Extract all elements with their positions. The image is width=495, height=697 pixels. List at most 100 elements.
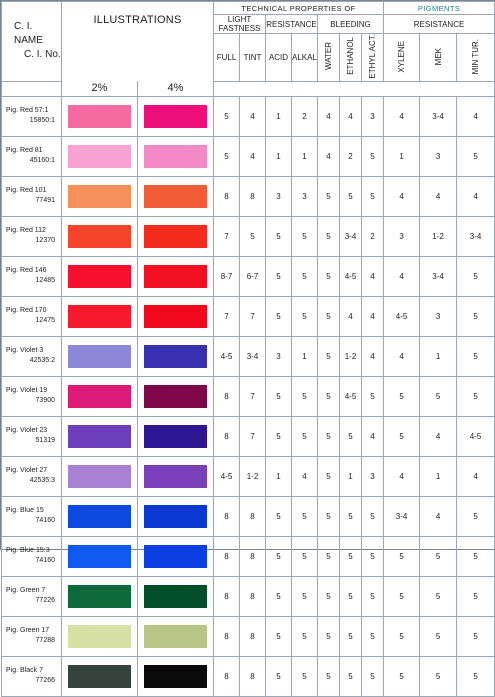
value-water: 4 xyxy=(317,95,340,137)
color-swatch-4pct xyxy=(144,344,207,368)
value-alkali: 2 xyxy=(291,95,318,137)
ci-name-header: C. I. NAME C. I. No. xyxy=(1,1,62,82)
value-alkali: 5 xyxy=(291,615,318,657)
swatch-2pct-cell xyxy=(61,575,138,617)
color-swatch-4pct xyxy=(144,464,207,488)
value-tint: 4 xyxy=(239,95,266,137)
value-full: 8 xyxy=(213,535,240,577)
table-row: Pig. Green 7 77226 8 8 5 5 5 5 5 5 5 5 xyxy=(1,575,495,617)
value-xylene: 5 xyxy=(383,375,421,417)
value-min-tur: 5 xyxy=(456,335,495,377)
resistance-header-2: RESISTANCE xyxy=(383,14,495,34)
value-mek: 4 xyxy=(419,175,458,217)
pigment-name-cell: Pig. Blue 15 74160 xyxy=(1,495,62,537)
table-row: Pig. Blue 15:3 74160 8 8 5 5 5 5 5 5 5 5 xyxy=(1,535,495,577)
value-ethanol: 1-2 xyxy=(339,335,362,377)
ci-number: 74160 xyxy=(35,517,55,525)
value-acid: 5 xyxy=(265,415,292,457)
ci-number: 74160 xyxy=(35,557,55,565)
swatch-4pct-cell xyxy=(137,455,214,497)
swatch-2pct-cell xyxy=(61,495,138,537)
color-swatch-4pct xyxy=(144,104,207,128)
table-row: Pig. Violet 23 51319 8 7 5 5 5 5 4 5 4 4-5 xyxy=(1,415,495,457)
value-acid: 5 xyxy=(265,495,292,537)
value-mek: 1 xyxy=(419,335,458,377)
color-swatch-4pct xyxy=(144,424,207,448)
value-mek: 5 xyxy=(419,575,458,617)
value-ethyl-act: 5 xyxy=(360,375,385,417)
value-min-tur: 5 xyxy=(456,535,495,577)
color-swatch-4pct xyxy=(144,184,207,208)
value-full: 8 xyxy=(213,615,240,657)
value-full: 4-5 xyxy=(213,455,240,497)
pigment-name-cell: Pig. Red 146 12485 xyxy=(1,255,62,297)
pigment-name: Pig. Violet 3 xyxy=(6,347,44,355)
swatch-2pct-cell xyxy=(61,375,138,417)
color-swatch-2pct xyxy=(68,624,131,648)
value-acid: 5 xyxy=(265,615,292,657)
value-acid: 5 xyxy=(265,215,292,257)
value-min-tur: 4 xyxy=(456,455,495,497)
value-ethanol: 4-5 xyxy=(339,255,362,297)
pigment-name: Pig. Violet 23 xyxy=(6,427,48,435)
pigment-name: Pig. Green 7 xyxy=(6,587,46,595)
col-ethanol: ETHANOL xyxy=(339,33,362,82)
color-swatch-2pct xyxy=(68,584,131,608)
swatch-2pct-cell xyxy=(61,455,138,497)
col-alkali: ALKALI xyxy=(291,33,318,82)
value-full: 8 xyxy=(213,495,240,537)
value-min-tur: 5 xyxy=(456,575,495,617)
pigment-name: Pig. Red 101 xyxy=(6,187,47,195)
value-full: 7 xyxy=(213,295,240,337)
value-min-tur: 5 xyxy=(456,655,495,697)
value-ethyl-act: 2 xyxy=(360,215,385,257)
value-ethanol: 2 xyxy=(339,135,362,177)
swatch-2pct-cell xyxy=(61,535,138,577)
value-full: 8-7 xyxy=(213,255,240,297)
value-tint: 7 xyxy=(239,415,266,457)
value-min-tur: 4 xyxy=(456,175,495,217)
value-xylene: 1 xyxy=(383,135,421,177)
pigment-name-cell: Pig. Blue 15:3 74160 xyxy=(1,535,62,577)
ci-number: 42535:3 xyxy=(29,477,55,485)
value-ethyl-act: 4 xyxy=(360,255,385,297)
value-tint: 6-7 xyxy=(239,255,266,297)
ci-number: 77491 xyxy=(35,197,55,205)
table-row: Pig. Violet 3 42535:2 4-5 3-4 3 1 5 1-2 4 4 1 5 xyxy=(1,335,495,377)
swatch-4pct-cell xyxy=(137,255,214,297)
color-swatch-4pct xyxy=(144,144,207,168)
value-ethanol: 1 xyxy=(339,455,362,497)
swatch-4pct-cell xyxy=(137,535,214,577)
col-water: WATER xyxy=(317,33,340,82)
col-acid: ACID xyxy=(265,33,292,82)
value-tint: 5 xyxy=(239,215,266,257)
value-acid: 5 xyxy=(265,255,292,297)
swatch-2pct-cell xyxy=(61,295,138,337)
bleeding-header: BLEEDING xyxy=(316,14,385,34)
value-water: 5 xyxy=(317,415,340,457)
value-ethyl-act: 5 xyxy=(360,535,385,577)
value-mek: 3 xyxy=(419,295,458,337)
ci-number: 12475 xyxy=(35,317,55,325)
swatch-2pct-cell xyxy=(61,335,138,377)
value-mek: 5 xyxy=(419,375,458,417)
table-row: Pig. Red 112 12370 7 5 5 5 5 3-4 2 3 1-2 3-4 xyxy=(1,215,495,257)
value-water: 5 xyxy=(317,375,340,417)
table-row: Pig. Red 170 12475 7 7 5 5 5 4 4 4-5 3 5 xyxy=(1,295,495,337)
value-min-tur: 5 xyxy=(456,375,495,417)
value-water: 5 xyxy=(317,455,340,497)
pigment-name: Pig. Blue 15:3 xyxy=(6,547,50,555)
value-alkali: 5 xyxy=(291,255,318,297)
color-swatch-2pct xyxy=(68,504,131,528)
value-ethyl-act: 5 xyxy=(360,655,385,697)
value-mek: 5 xyxy=(419,655,458,697)
value-min-tur: 4-5 xyxy=(456,415,495,457)
color-swatch-2pct xyxy=(68,184,131,208)
value-full: 8 xyxy=(213,655,240,697)
value-acid: 5 xyxy=(265,295,292,337)
value-ethyl-act: 5 xyxy=(360,135,385,177)
value-min-tur: 5 xyxy=(456,495,495,537)
col-min-tur: MIN TUR. xyxy=(456,33,495,82)
swatch-4pct-cell xyxy=(137,215,214,257)
color-swatch-2pct xyxy=(68,224,131,248)
